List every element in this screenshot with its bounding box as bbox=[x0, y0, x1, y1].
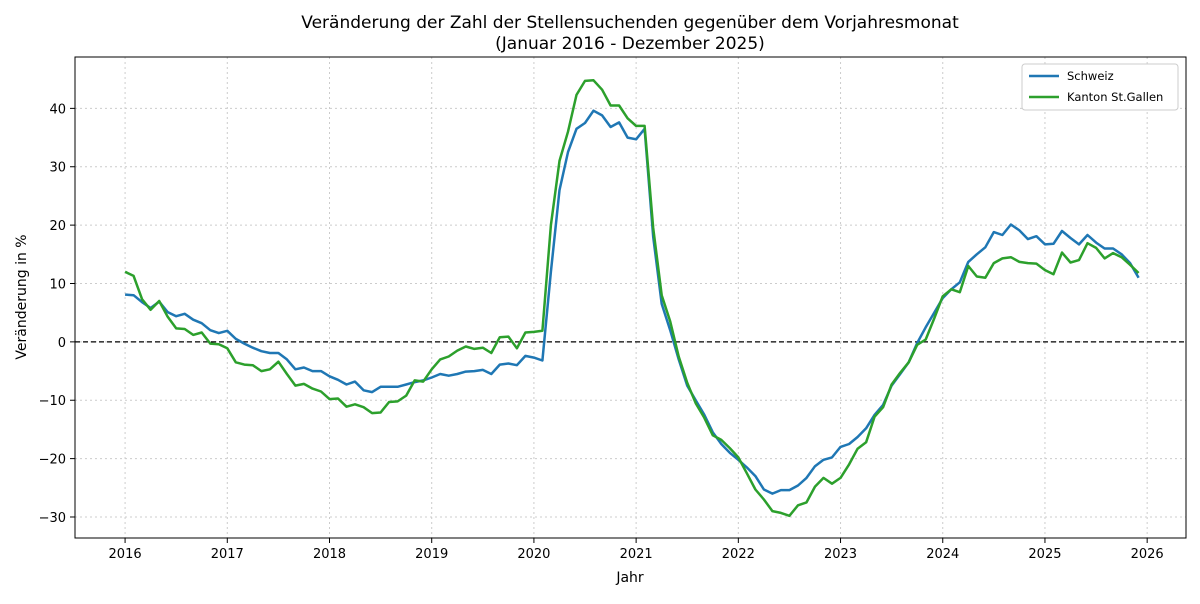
y-tick-label: 20 bbox=[49, 219, 66, 234]
y-tick-label: 10 bbox=[49, 277, 66, 292]
plot-frame bbox=[74, 56, 1187, 539]
x-tick-label: 2023 bbox=[824, 547, 857, 562]
y-tick-label: 40 bbox=[49, 102, 66, 117]
series-line-kanton-st-gallen bbox=[124, 79, 1140, 518]
x-tick-label: 2019 bbox=[415, 547, 448, 562]
y-axis-label: Veränderung in % bbox=[14, 234, 30, 359]
axis-ticks: 2016 2017 2018 2019 2020 2021 2022 2023 2024 2025… bbox=[39, 102, 1164, 562]
x-tick-label: 2021 bbox=[620, 547, 653, 562]
y-tick-label: 30 bbox=[49, 161, 66, 176]
legend-label-schweiz: Schweiz bbox=[1067, 69, 1114, 83]
x-tick-label: 2025 bbox=[1028, 547, 1061, 562]
y-tick-label: 0 bbox=[58, 336, 66, 351]
legend-box bbox=[1021, 63, 1179, 111]
y-tick-label: −30 bbox=[39, 511, 66, 526]
y-tick-label: −10 bbox=[39, 394, 66, 409]
series-lines bbox=[124, 79, 1140, 518]
x-tick-label: 2016 bbox=[109, 547, 142, 562]
series-line-schweiz bbox=[125, 109, 1140, 495]
chart-title: Veränderung der Zahl der Stellensuchende… bbox=[301, 13, 959, 33]
legend: Schweiz Kanton St.Gallen bbox=[1021, 63, 1179, 111]
x-tick-label: 2026 bbox=[1131, 547, 1164, 562]
x-tick-label: 2018 bbox=[313, 547, 346, 562]
chart-subtitle: (Januar 2016 - Dezember 2025) bbox=[495, 34, 765, 54]
grid bbox=[75, 57, 1186, 538]
x-tick-label: 2024 bbox=[926, 547, 959, 562]
x-tick-label: 2022 bbox=[722, 547, 755, 562]
x-tick-label: 2020 bbox=[517, 547, 550, 562]
x-axis-label: Jahr bbox=[615, 570, 644, 586]
y-tick-label: −20 bbox=[39, 453, 66, 468]
x-tick-label: 2017 bbox=[211, 547, 244, 562]
legend-label-kanton-st-gallen: Kanton St.Gallen bbox=[1067, 90, 1163, 104]
